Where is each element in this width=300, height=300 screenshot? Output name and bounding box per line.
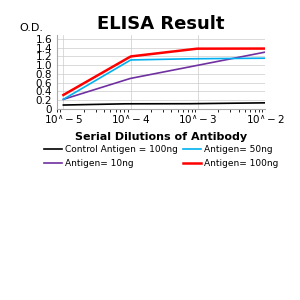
Antigen= 100ng [93,75,97,79]
Antigen= 10ng [61,98,65,101]
Antigen= 50ng [143,58,147,61]
Antigen= 100ng [144,53,148,56]
Antigen= 100ng [140,53,144,57]
Antigen= 50ng [263,56,266,60]
Antigen= 100ng [263,47,266,50]
Antigen= 50ng [140,58,144,61]
Antigen= 10ng [140,74,144,78]
Antigen= 100ng [80,82,84,86]
X-axis label: Serial Dilutions of Antibody: Serial Dilutions of Antibody [75,132,247,142]
Antigen= 50ng [264,56,267,60]
Antigen= 50ng [93,79,97,83]
Control Antigen = 100ng [80,103,84,106]
Line: Antigen= 100ng: Antigen= 100ng [63,49,266,95]
Control Antigen = 100ng [143,102,147,106]
Antigen= 50ng [61,98,65,101]
Line: Antigen= 10ng: Antigen= 10ng [63,52,266,99]
Control Antigen = 100ng [144,102,148,106]
Line: Control Antigen = 100ng: Control Antigen = 100ng [63,103,266,105]
Title: ELISA Result: ELISA Result [98,15,225,33]
Text: O.D.: O.D. [19,23,43,33]
Antigen= 100ng [61,93,65,97]
Antigen= 10ng [143,74,147,77]
Antigen= 50ng [144,58,148,61]
Antigen= 100ng [143,53,147,57]
Antigen= 50ng [80,86,84,90]
Control Antigen = 100ng [61,103,65,107]
Control Antigen = 100ng [263,101,266,105]
Line: Antigen= 50ng: Antigen= 50ng [63,58,266,99]
Control Antigen = 100ng [93,103,97,106]
Control Antigen = 100ng [140,102,144,106]
Antigen= 10ng [263,50,266,54]
Control Antigen = 100ng [264,101,267,105]
Antigen= 100ng [264,47,267,50]
Antigen= 10ng [264,50,267,54]
Legend: Control Antigen = 100ng, Antigen= 10ng, Antigen= 50ng, Antigen= 100ng: Control Antigen = 100ng, Antigen= 10ng, … [40,142,282,172]
Antigen= 10ng [144,74,148,77]
Antigen= 10ng [93,88,97,91]
Antigen= 10ng [80,92,84,95]
